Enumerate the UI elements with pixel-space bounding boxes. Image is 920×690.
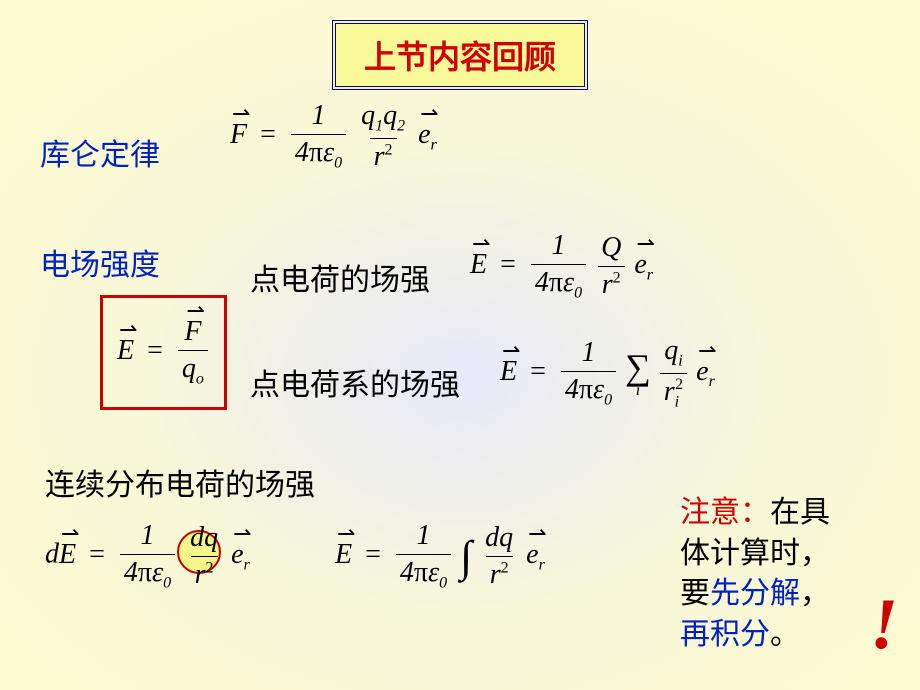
- frac-1-4pie-d: 1 4πε0: [120, 520, 175, 593]
- formula-E-def: E = F qo: [117, 316, 210, 389]
- note-prefix: 注意：: [680, 496, 770, 529]
- sym-E2: E: [470, 249, 487, 281]
- sym-E3: E: [500, 356, 517, 388]
- frac-qi-ri2: qi ri2: [660, 335, 687, 411]
- sym-E4: E: [59, 539, 76, 571]
- frac-dq-r2-b: dq r2: [481, 522, 517, 591]
- den-r2: r2: [370, 138, 397, 173]
- sym-er2: e: [634, 249, 646, 281]
- sym-er5: e: [526, 539, 538, 571]
- num-F: F: [180, 316, 205, 350]
- sub-2: 2: [397, 118, 405, 135]
- frac-dq-r2: dq r2: [186, 522, 222, 591]
- note-box: 注意：在具 体计算时， 要先分解， 再积分。: [680, 493, 890, 655]
- label-point-system: 点电荷系的场强: [250, 360, 460, 404]
- sym-eq2: =: [147, 335, 163, 366]
- frac-1-4pie-b: 1 4πε0: [531, 230, 586, 303]
- sym-eq4: =: [530, 356, 546, 387]
- sub-o: o: [196, 371, 204, 388]
- exclaim-icon: !: [870, 583, 898, 666]
- sum-block: ∑ i: [625, 346, 651, 400]
- title-box: 上节内容回顾: [332, 20, 588, 90]
- frac-1-4pie-e: 1 4πε0: [396, 520, 451, 593]
- label-continuous: 连续分布电荷的场强: [45, 460, 315, 504]
- note-l3b: 先分解: [710, 577, 800, 610]
- note-l3a: 要: [680, 577, 710, 610]
- num-q1q2: q1q2: [357, 100, 409, 138]
- frac-1-4pie-c: 1 4πε0: [561, 337, 616, 410]
- sym-eq: =: [260, 119, 276, 150]
- sym-eq5: =: [89, 539, 105, 570]
- box-E-def: E = F qo: [100, 295, 227, 410]
- sym-E5: E: [335, 539, 352, 571]
- note-l1: 在具: [770, 496, 830, 529]
- frac-F-q0: F qo: [178, 316, 208, 389]
- sym-F: F: [230, 119, 247, 151]
- note-l4a: 再积分: [680, 618, 770, 651]
- sym-int: ∫: [460, 531, 472, 582]
- label-coulomb: 库仑定律: [40, 130, 160, 174]
- formula-system: E = 1 4πε0 ∑ i qi ri2 er: [500, 335, 715, 411]
- formula-dE: dE = 1 4πε0 dq r2 er: [45, 520, 250, 593]
- sym-eq6: =: [365, 539, 381, 570]
- frac-q1q2-r2: q1q2 r2: [357, 100, 409, 173]
- sym-d: d: [45, 539, 59, 570]
- sym-E: E: [117, 335, 134, 367]
- sym-eq3: =: [500, 249, 516, 280]
- note-l4b: 。: [770, 618, 800, 651]
- sym-er3: e: [696, 356, 708, 388]
- formula-coulomb: F = 1 4πε0 q1q2 r2 er: [230, 100, 437, 173]
- label-field: 电场强度: [40, 240, 160, 284]
- frac-Q-r2: Q r2: [597, 232, 625, 301]
- note-l3c: ，: [800, 577, 830, 610]
- formula-point: E = 1 4πε0 Q r2 er: [470, 230, 653, 303]
- label-point-charge: 点电荷的场强: [250, 255, 430, 299]
- sym-er4: e: [231, 539, 243, 571]
- num-1: 1: [308, 100, 330, 134]
- frac-1-4pie: 1 4πε0: [291, 100, 346, 173]
- sub-1: 1: [375, 118, 383, 135]
- den-4pie: 4πε0: [291, 134, 346, 173]
- den-q0: qo: [178, 350, 208, 389]
- note-l2: 体计算时，: [680, 537, 830, 570]
- sym-er: e: [418, 119, 430, 151]
- formula-E-int: E = 1 4πε0 ∫ dq r2 er: [335, 520, 545, 593]
- title-text: 上节内容回顾: [364, 39, 556, 75]
